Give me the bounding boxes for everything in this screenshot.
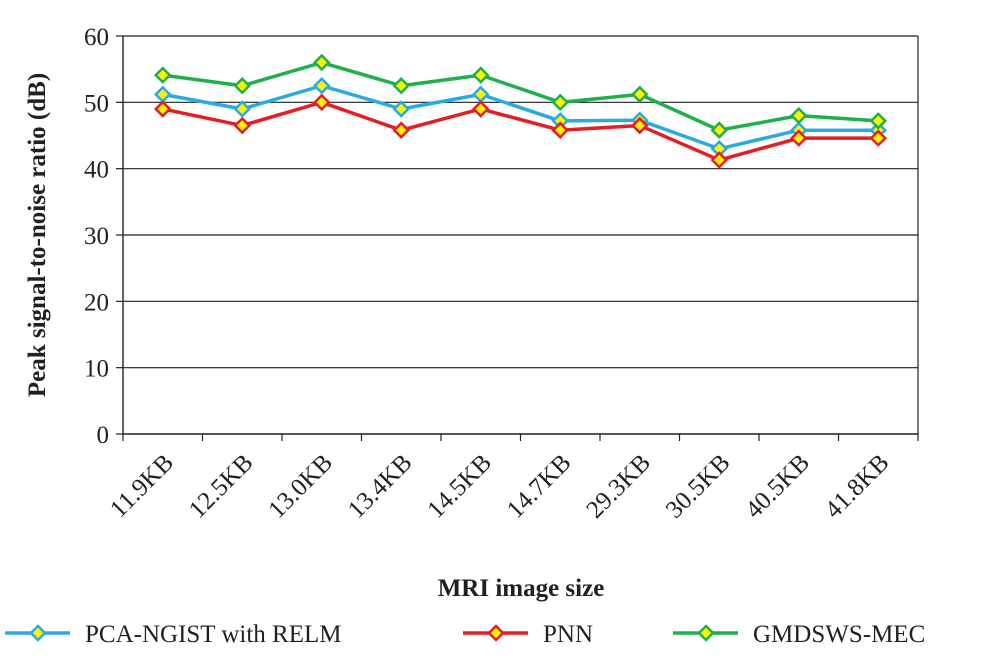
- series-layer: [153, 53, 888, 169]
- legend-label: PCA-NGIST with RELM: [85, 621, 342, 648]
- x-axis-title: MRI image size: [438, 575, 605, 602]
- data-point: [471, 66, 490, 84]
- y-tick-label: 40: [84, 157, 109, 184]
- y-tick-label: 20: [84, 289, 109, 316]
- x-tick-label: 41.8KB: [820, 449, 895, 524]
- y-axis-title: Peak signal-to-noise ratio (dB): [24, 73, 51, 397]
- legend-entry-2: PNN: [463, 621, 593, 648]
- data-point: [312, 93, 331, 112]
- data-point: [392, 76, 411, 95]
- data-point: [153, 100, 172, 118]
- x-tick-label: 12.5KB: [184, 449, 259, 524]
- x-tick-label: 11.9KB: [105, 449, 179, 523]
- data-point: [551, 121, 570, 139]
- y-tick-label: 0: [97, 422, 110, 449]
- data-point: [471, 100, 490, 118]
- x-tick-label: 14.7KB: [502, 449, 577, 524]
- data-point: [551, 93, 570, 112]
- data-point: [153, 85, 172, 104]
- series-line: [162, 100, 879, 162]
- legend-label: PNN: [543, 621, 593, 648]
- data-point: [233, 100, 252, 118]
- legend-entry-1: PCA-NGIST with RELM: [5, 621, 342, 648]
- legend-label: GMDSWS-MEC: [753, 621, 925, 648]
- data-point: [312, 76, 331, 95]
- legend-entry-3: GMDSWS-MEC: [673, 621, 925, 648]
- legend-marker: [487, 624, 505, 642]
- y-tick-label: 10: [84, 356, 109, 383]
- data-point: [789, 129, 808, 147]
- data-point: [471, 85, 490, 104]
- x-tick-label: 30.5KB: [661, 449, 736, 524]
- x-tick-label: 29.3KB: [581, 449, 656, 524]
- series-3: [153, 53, 888, 139]
- y-tick-label: 50: [84, 90, 109, 117]
- x-tick-label: 13.0KB: [263, 449, 338, 524]
- data-point: [710, 151, 729, 169]
- data-point: [392, 100, 411, 118]
- data-point: [710, 121, 729, 139]
- legend-marker: [697, 624, 715, 642]
- data-point: [312, 53, 331, 72]
- data-point: [630, 116, 649, 135]
- series-2: [153, 93, 888, 169]
- y-tick-label: 60: [84, 24, 109, 51]
- data-point: [789, 106, 808, 125]
- x-tick-label: 14.5KB: [422, 449, 497, 524]
- x-tick-label: 40.5KB: [740, 449, 815, 524]
- legend-marker: [29, 624, 47, 642]
- data-point: [869, 129, 888, 147]
- series-line: [162, 60, 879, 132]
- data-point: [869, 112, 888, 130]
- legend: PCA-NGIST with RELM PNN GMDSWS-MEC: [5, 621, 925, 648]
- data-point: [392, 121, 411, 139]
- data-point: [233, 76, 252, 95]
- data-point: [153, 66, 172, 84]
- grid-layer: [123, 35, 919, 434]
- data-point: [630, 85, 649, 104]
- series-line: [162, 84, 879, 151]
- data-point: [233, 116, 252, 135]
- y-tick-label: 30: [84, 223, 109, 250]
- x-tick-label: 13.4KB: [343, 449, 418, 524]
- label-layer: Peak signal-to-noise ratio (dB) MRI imag…: [24, 73, 604, 602]
